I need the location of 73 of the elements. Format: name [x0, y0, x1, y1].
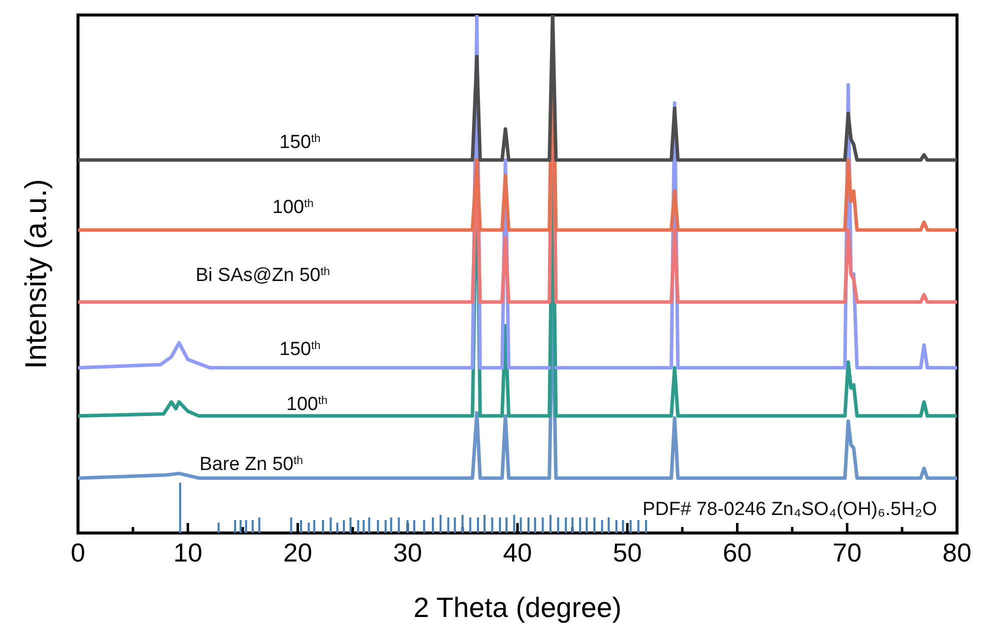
bar — [557, 517, 560, 533]
bar — [376, 520, 379, 533]
bar — [601, 520, 604, 533]
series-label: 150$^{th}$ — [279, 339, 321, 360]
bar — [290, 517, 292, 533]
bar — [240, 520, 242, 533]
bar — [608, 517, 610, 533]
x-tick-label: 80 — [942, 537, 972, 568]
bar — [615, 520, 618, 533]
bar — [423, 520, 426, 533]
bar — [498, 517, 501, 533]
bar — [368, 517, 370, 533]
x-tick-label: 0 — [70, 537, 86, 568]
x-tick-label: 20 — [283, 537, 312, 568]
bar — [362, 520, 365, 533]
bar — [506, 517, 508, 533]
bar — [534, 517, 536, 533]
series-label: 100$^{th}$ — [272, 197, 314, 218]
x-axis-title: 2 Theta (degree) — [413, 592, 622, 623]
bar — [218, 522, 220, 533]
bar — [398, 517, 400, 533]
series-label: Bi SAs@Zn 50$^{th}$ — [196, 265, 330, 286]
bar — [579, 517, 582, 533]
bar — [342, 520, 345, 533]
bar — [645, 520, 648, 533]
bar — [432, 517, 434, 533]
bar — [313, 520, 316, 533]
x-tick-label: 50 — [612, 537, 642, 568]
bar — [308, 522, 310, 533]
bar — [549, 514, 552, 533]
bar — [245, 520, 248, 533]
bar — [462, 514, 464, 533]
bar — [258, 517, 260, 533]
bar — [322, 520, 324, 533]
series-label: Bare Zn 50$^{th}$ — [200, 454, 303, 475]
bar — [469, 517, 472, 533]
bar — [440, 514, 442, 533]
series-label: PDF# 78-0246 Zn₄SO₄(OH)₆.5H₂O — [642, 499, 937, 520]
bar — [357, 520, 360, 533]
x-tick-label: 10 — [173, 537, 202, 568]
bar — [593, 517, 596, 533]
bar — [513, 514, 516, 533]
bar — [330, 517, 332, 533]
bar — [447, 517, 450, 533]
bar — [630, 520, 632, 533]
bar — [336, 522, 338, 533]
bar — [637, 520, 640, 533]
bar — [390, 517, 392, 533]
bar — [484, 514, 486, 533]
bar — [491, 517, 494, 533]
x-tick-label: 40 — [503, 537, 532, 568]
bar — [234, 520, 236, 533]
bar — [384, 520, 387, 533]
bar — [542, 517, 544, 533]
bar — [406, 520, 409, 533]
bar — [520, 517, 522, 533]
series-label: 150$^{th}$ — [279, 132, 321, 153]
bar — [252, 520, 254, 533]
bar — [349, 517, 352, 533]
y-axis-title: Intensity (a.u.) — [20, 178, 53, 370]
x-tick-label: 30 — [393, 537, 422, 568]
bar — [300, 520, 302, 533]
series-label: 100$^{th}$ — [286, 394, 328, 415]
bar — [622, 520, 624, 533]
bar — [564, 517, 567, 533]
bar — [571, 517, 574, 533]
bar — [527, 517, 530, 533]
bar — [413, 520, 416, 533]
x-tick-label: 70 — [832, 537, 862, 568]
bar — [586, 517, 588, 533]
bar — [476, 517, 479, 533]
x-tick-label: 60 — [722, 537, 752, 568]
bar — [454, 517, 456, 533]
